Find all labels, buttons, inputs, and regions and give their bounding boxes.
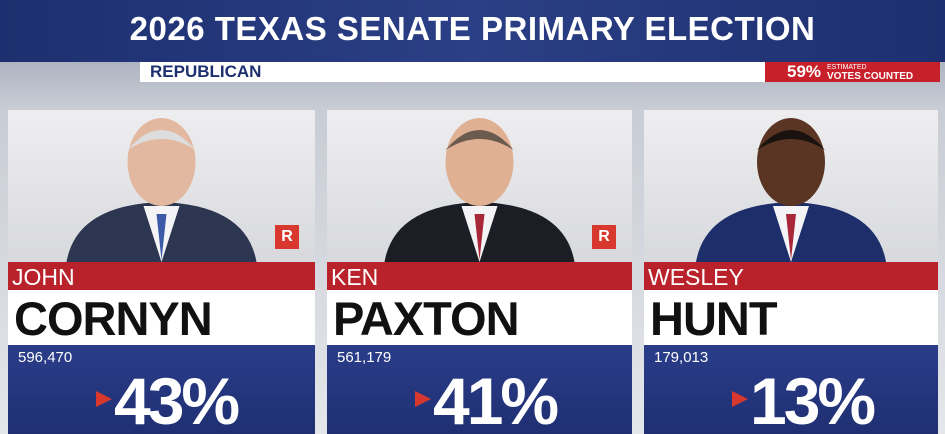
reported: 59% — [787, 62, 821, 82]
last-name: HUNT — [644, 290, 938, 345]
first-name: KEN — [327, 262, 632, 290]
vote-percent: 43% — [114, 363, 237, 434]
vote-percent: 41% — [433, 363, 556, 434]
reported-note: VOTES COUNTED — [827, 71, 913, 82]
party-badge: R — [275, 225, 299, 249]
vote-count: 179,013 — [654, 349, 708, 366]
vote-percent: 13% — [750, 363, 873, 434]
portrait — [327, 110, 632, 262]
result-panel: 596,470 43% — [8, 345, 315, 434]
vote-count: 596,470 — [18, 349, 72, 366]
vote-count: 561,179 — [337, 349, 391, 366]
title: 2026 TEXAS SENATE PRIMARY ELECTION — [0, 10, 945, 48]
party: REPUBLICAN — [150, 62, 261, 82]
party-badge: R — [592, 225, 616, 249]
arrow — [732, 391, 748, 407]
result-panel: 561,179 41% — [327, 345, 632, 434]
first-name: WESLEY — [644, 262, 938, 290]
arrow — [96, 391, 112, 407]
candidate-photo — [327, 110, 632, 262]
portrait — [8, 110, 315, 262]
last-name: CORNYN — [8, 290, 315, 345]
reported-box: 59% ESTIMATED VOTES COUNTED — [765, 62, 940, 82]
arrow — [415, 391, 431, 407]
candidate-photo — [8, 110, 315, 262]
result-panel: 179,013 13% — [644, 345, 938, 434]
graphic: 2026 TEXAS SENATE PRIMARY ELECTION REPUB… — [0, 0, 945, 434]
last-name: PAXTON — [327, 290, 632, 345]
first-name: JOHN — [8, 262, 315, 290]
reported-note: ESTIMATED — [827, 64, 867, 71]
portrait — [644, 110, 938, 262]
candidate-photo — [644, 110, 938, 262]
